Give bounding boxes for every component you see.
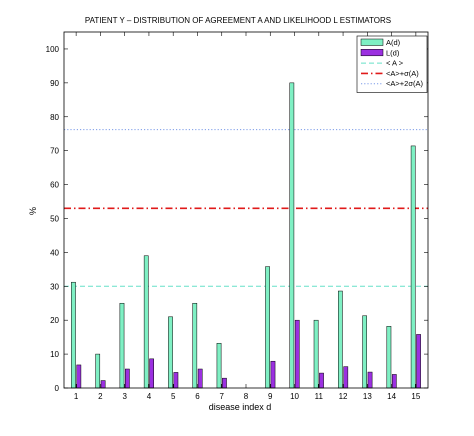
bar-a-6	[192, 302, 198, 389]
x-tick-label: 8	[244, 392, 249, 401]
bar-l-7	[222, 377, 227, 389]
bar-a-2	[95, 353, 101, 389]
y-tick-label: 70	[50, 147, 59, 156]
legend-label: A(d)	[386, 38, 401, 47]
y-tick-label: 60	[50, 181, 59, 190]
legend-label: < A >	[386, 59, 404, 68]
x-tick-label: 2	[98, 392, 103, 401]
bar-a-14	[386, 326, 392, 389]
x-tick-label: 14	[387, 392, 396, 401]
bar-l-1	[76, 364, 82, 389]
x-tick-label: 3	[122, 392, 127, 401]
bar-l-10	[294, 319, 300, 389]
x-tick-label: 6	[195, 392, 200, 401]
chart-title: PATIENT Y – DISTRIBUTION OF AGREEMENT A …	[85, 16, 391, 25]
x-tick-label: 4	[147, 392, 152, 401]
x-tick-label: 12	[339, 392, 348, 401]
x-tick-label: 13	[363, 392, 372, 401]
y-tick-label: 50	[50, 214, 59, 223]
x-tick-label: 11	[315, 392, 324, 401]
x-tick-label: 5	[171, 392, 176, 401]
bar-l-3	[125, 368, 130, 389]
bar-a-1	[71, 281, 76, 389]
x-axis-label: disease index d	[209, 402, 272, 412]
bar-l-11	[319, 372, 324, 389]
bar-l-2	[100, 380, 106, 389]
y-tick-label: 0	[55, 384, 60, 393]
x-tick-label: 1	[74, 392, 79, 401]
bar-a-4	[143, 255, 149, 389]
y-tick-label: 20	[50, 316, 59, 325]
bar-a-13	[362, 315, 367, 389]
bar-l-5	[173, 372, 179, 389]
bar-l-6	[197, 368, 203, 389]
x-tick-label: 9	[268, 392, 273, 401]
bar-l-4	[149, 358, 154, 389]
bar-l-14	[391, 374, 397, 389]
y-tick-label: 10	[50, 350, 59, 359]
x-tick-label: 10	[290, 392, 299, 401]
bar-l-13	[367, 371, 373, 389]
bar-a-15	[410, 145, 416, 389]
reference-lines	[64, 129, 428, 287]
y-tick-label: 30	[50, 282, 59, 291]
y-tick-label: 90	[50, 79, 59, 88]
bar-a-3	[119, 302, 125, 389]
legend-label: <A>+σ(A)	[386, 69, 419, 78]
y-tick-label: 80	[50, 113, 59, 122]
bar-a-7	[216, 342, 222, 389]
bar-l-15	[416, 334, 421, 389]
bar-a-9	[265, 266, 270, 389]
y-tick-label: 100	[46, 45, 60, 54]
legend-label: <A>+2σ(A)	[386, 79, 423, 88]
bars	[71, 82, 421, 389]
legend: A(d)L(d) < A ><A>+σ(A)<A>+2σ(A)	[356, 35, 428, 93]
legend-swatch	[360, 38, 384, 46]
x-tick-label: 7	[220, 392, 225, 401]
bar-a-10	[289, 82, 295, 389]
legend-label: L(d)	[386, 48, 400, 57]
legend-swatch	[360, 49, 384, 57]
bar-l-9	[270, 360, 276, 389]
bar-a-11	[313, 319, 319, 389]
y-tick-label: 40	[50, 248, 59, 257]
bar-l-12	[343, 366, 349, 389]
bar-a-5	[168, 316, 173, 389]
x-tick-label: 15	[411, 392, 420, 401]
y-axis-label: %	[28, 207, 38, 215]
bar-a-12	[338, 290, 343, 389]
